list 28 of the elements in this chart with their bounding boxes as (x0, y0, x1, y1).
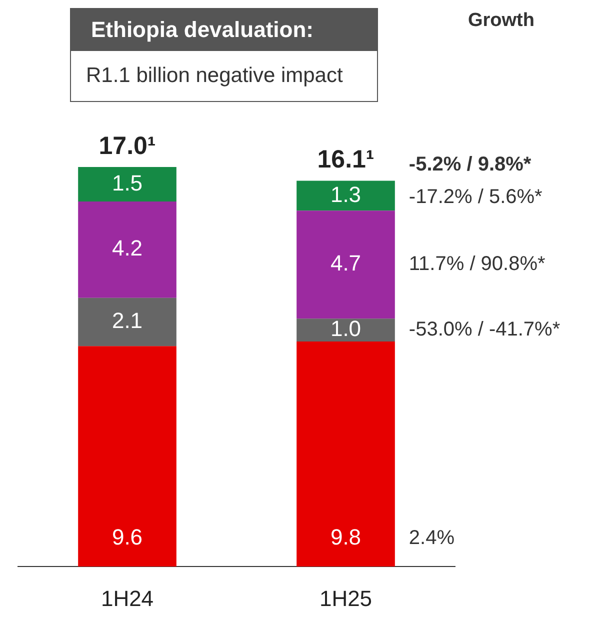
bar (78, 298, 176, 346)
data-label: 1.5 (112, 170, 143, 196)
data-label: 2.1 (112, 308, 143, 334)
data-label: 1.3 (330, 182, 362, 207)
annotation: -53.0% / -41.7%* (408, 318, 560, 341)
x-tick-label: 1H25 (319, 586, 372, 611)
annotation: -17.2% / 5.6%* (408, 186, 543, 208)
data-label: 1.0 (330, 316, 362, 342)
text: 17.0¹ (98, 132, 156, 160)
bar (78, 346, 176, 567)
data-label: 4.7 (330, 250, 362, 276)
data-label: 9.8 (330, 524, 362, 550)
annotation: 2.4% (408, 527, 455, 550)
bar (78, 167, 176, 202)
annotation: 11.7% / 90.8%* (408, 253, 546, 276)
data-label: 9.6 (112, 524, 143, 550)
bar (296, 210, 395, 319)
text: Ethiopia devaluation: (71, 9, 377, 51)
annotation: -5.2% / 9.8%* (408, 153, 532, 176)
bar (296, 180, 395, 211)
bar (78, 201, 176, 298)
bar (296, 342, 395, 567)
text: Growth (468, 10, 534, 32)
bar (296, 318, 395, 342)
x-tick-label: 1H24 (100, 586, 154, 611)
data-label: 4.2 (112, 236, 143, 261)
text: R1.1 billion negative impact (85, 63, 344, 89)
annotation: 16.1¹ (317, 146, 374, 174)
